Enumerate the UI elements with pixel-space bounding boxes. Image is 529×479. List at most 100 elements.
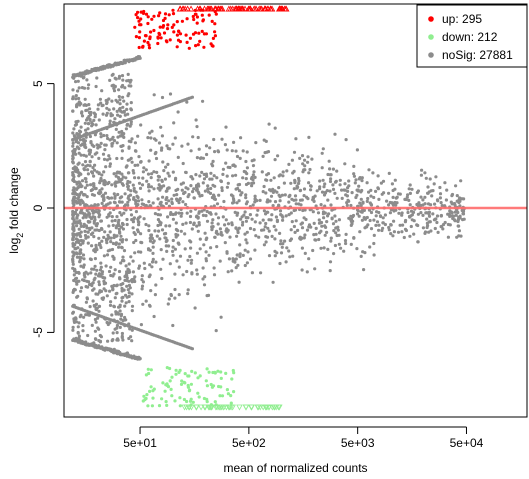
nosig-point-2076 (117, 130, 121, 134)
nosig-point-513 (126, 158, 130, 162)
nosig-point-2139 (125, 107, 129, 111)
nosig-point-450 (374, 223, 378, 227)
up-point-2641 (171, 12, 176, 16)
nosig-point-1602 (394, 196, 398, 200)
nosig-point-2030 (82, 315, 86, 319)
down-point-2797 (151, 396, 155, 400)
nosig-point-1935 (92, 118, 96, 122)
nosig-point-1789 (92, 248, 97, 252)
down-point-2882 (183, 372, 187, 376)
nosig-point-797 (232, 140, 236, 144)
down-point-2872 (166, 385, 171, 389)
nosig-point-539 (138, 186, 143, 190)
nosig-point-982 (166, 171, 170, 175)
up-point-2634 (138, 30, 142, 34)
up-point-2695 (159, 36, 163, 40)
up-point-2646 (213, 30, 217, 34)
nosig-point-1966 (113, 268, 117, 272)
nosig-point-2213 (109, 112, 113, 116)
nosig-point-1264 (213, 197, 217, 201)
nosig-point-409 (139, 323, 143, 327)
nosig-point-368 (226, 270, 230, 274)
nosig-point-864 (381, 179, 386, 183)
nosig-point-1524 (114, 184, 118, 188)
nosig-point-1825 (85, 213, 89, 217)
nosig-point-768 (277, 204, 281, 208)
nosig-point-1501 (71, 173, 75, 177)
nosig-point-2245 (97, 309, 101, 313)
nosig-point-1947 (96, 103, 100, 107)
down-point-2824 (161, 381, 165, 385)
nosig-point-2126 (117, 269, 122, 274)
nosig-point-1651 (435, 214, 440, 218)
nosig-point-2004 (77, 279, 81, 283)
nosig-point-841 (79, 234, 83, 239)
nosig-point-1662 (101, 197, 106, 201)
nosig-point-1940 (117, 74, 122, 78)
nosig-point-1615 (359, 210, 363, 214)
nosig-point-667 (131, 270, 135, 274)
nosig-point-1713 (104, 264, 108, 268)
up-point-2687 (197, 31, 201, 35)
nosig-point-1741 (82, 167, 86, 171)
nosig-point-2007 (105, 106, 109, 110)
nosig-point-2196 (86, 116, 90, 120)
nosig-point-765 (359, 204, 363, 208)
nosig-point-788 (142, 166, 146, 170)
nosig-point-1260 (88, 220, 92, 224)
nosig-point-1884 (250, 271, 254, 275)
nosig-point-110 (152, 187, 156, 191)
nosig-point-1972 (93, 329, 97, 333)
nosig-point-980 (239, 136, 243, 140)
y-axis-title-base: log (7, 238, 21, 254)
nosig-point-40 (205, 174, 209, 178)
nosig-point-1712 (134, 210, 138, 214)
nosig-point-609 (93, 228, 97, 232)
nosig-point-138 (158, 237, 162, 241)
y-axis-title: log2 fold change (7, 167, 25, 254)
nosig-point-2220 (125, 122, 130, 126)
nosig-point-796 (144, 168, 148, 172)
nosig-point-83 (133, 163, 137, 167)
nosig-point-1898 (148, 239, 153, 243)
nosig-point-1333 (76, 213, 80, 217)
nosig-point-144 (173, 136, 177, 140)
nosig-point-809 (276, 154, 280, 158)
nosig-point-1455 (321, 147, 325, 151)
down-point-2887 (189, 382, 193, 386)
nosig-point-1488 (381, 216, 385, 220)
nosig-point-1152 (238, 156, 242, 160)
nosig-point-1315 (71, 235, 76, 239)
nosig-point-1952 (111, 338, 115, 342)
nosig-point-1129 (164, 236, 168, 240)
nosig-point-2 (105, 253, 110, 257)
nosig-point-955 (209, 171, 213, 175)
up-point-2625 (172, 30, 176, 34)
nosig-point-1138 (264, 139, 268, 143)
nosig-point-1208 (84, 164, 88, 168)
up-point-2685 (142, 39, 146, 43)
nosig-point-1439 (159, 185, 164, 189)
nosig-point-1321 (206, 187, 210, 191)
nosig-point-1711 (116, 222, 120, 226)
up-point-2717 (172, 23, 176, 27)
nosig-point-638 (244, 159, 248, 164)
up-point-2675 (170, 25, 174, 29)
nosig-point-1441 (313, 267, 317, 271)
nosig-point-2117 (81, 324, 85, 328)
nosig-point-1512 (152, 314, 156, 319)
nosig-point-1742 (190, 272, 194, 276)
nosig-point-1577 (311, 248, 315, 253)
nosig-point-910 (234, 266, 238, 270)
nosig-point-87 (129, 189, 133, 193)
nosig-point-1206 (245, 261, 249, 265)
nosig-point-1756 (77, 200, 81, 204)
nosig-point-1718 (450, 214, 454, 218)
nosig-point-1515 (275, 251, 279, 255)
nosig-point-1109 (104, 203, 108, 207)
nosig-point-2049 (114, 127, 118, 131)
nosig-point-322 (319, 203, 323, 207)
nosig-point-1022 (158, 188, 162, 192)
nosig-point-1590 (97, 172, 101, 176)
